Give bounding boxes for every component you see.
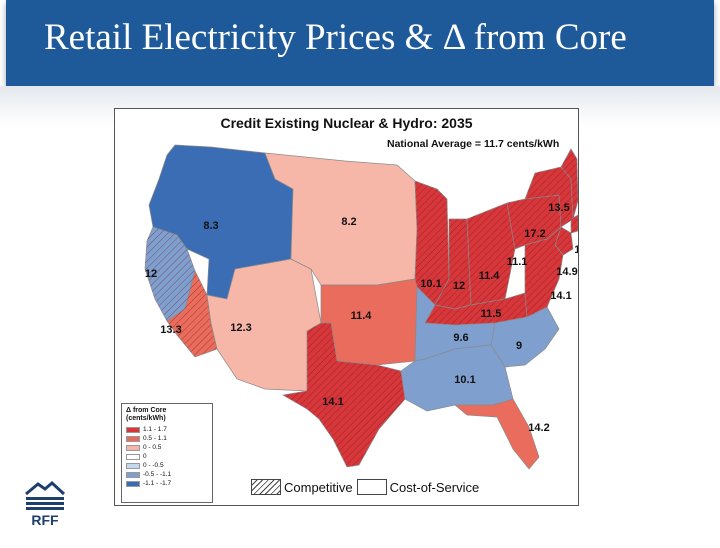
legend-swatch — [126, 462, 140, 469]
legend-swatch — [126, 453, 140, 460]
legend-label: 0 — [143, 453, 147, 460]
region-label-southwest-power-pool: 11.4 — [351, 310, 373, 322]
legend-item: -1.1 - -1.7 — [126, 479, 208, 488]
rff-logo: RFF — [22, 478, 68, 530]
region-hatch-new-england — [561, 149, 578, 219]
competitive-swatch — [251, 479, 281, 495]
title-banner: Retail Electricity Prices & Δ from Core — [6, 0, 714, 86]
national-average-note: National Average = 11.7 cents/kWh — [387, 138, 560, 150]
legend-item: 0 - -0.5 — [126, 461, 208, 470]
us-map: 8.3 12 13.3 12.3 8.2 11.4 14.1 10.1 12 11.4 11.5 9.… — [144, 144, 578, 470]
region-hatch-new-york — [525, 167, 573, 227]
region-label-pennsylvania: 11.1 — [507, 256, 528, 268]
legend-title: Δ from Core — [126, 407, 167, 414]
region-hatch-texas — [283, 323, 405, 467]
map-title: Credit Existing Nuclear & Hydro: 2035 — [220, 115, 473, 131]
legend-label: 0 - 0.5 — [143, 444, 162, 451]
region-label-indiana: 12 — [453, 280, 465, 292]
delta-legend: Δ from Core (cents/kWh) 1.1 - 1.7 0.5 - 1… — [121, 403, 213, 503]
region-hatch-indiana — [435, 219, 471, 309]
region-hatch-illinois — [415, 181, 449, 305]
region-label-new-england: 13.5 — [548, 202, 569, 214]
legend-label: 0.5 - 1.1 — [143, 435, 167, 442]
legend-swatch — [126, 480, 140, 487]
region-label-texas: 14.1 — [322, 396, 343, 408]
region-hatch-southern-california — [167, 271, 217, 357]
region-label-carolinas: 9 — [516, 340, 522, 352]
region-hatch-kentucky-area — [425, 293, 527, 325]
region-florida — [454, 398, 540, 470]
region-hatch-new-jersey — [555, 227, 573, 255]
region-hatch-pennsylvania — [507, 195, 561, 249]
legend-item: 1.1 - 1.7 — [126, 425, 208, 434]
region-label-new-york: 17.2 — [524, 228, 545, 240]
competitive-label: Competitive — [284, 479, 353, 495]
legend-label: 0 - -0.5 — [143, 462, 164, 469]
logo-text: RFF — [31, 512, 59, 528]
region-label-kentucky-area: 11.5 — [481, 308, 502, 320]
legend-swatch — [126, 444, 140, 451]
region-southeast — [400, 344, 514, 412]
legend-swatch — [126, 471, 140, 478]
legend-item: 0 — [126, 452, 208, 461]
region-label-tennessee-valley: 9.6 — [453, 332, 468, 344]
region-label-ohio: 11.4 — [479, 270, 501, 282]
legend-units: (cents/kWh) — [126, 415, 166, 422]
cost-of-service-swatch — [356, 479, 387, 495]
region-label-mid-atlantic: 14.1 — [550, 290, 571, 302]
region-label-northwest: 8.3 — [203, 220, 218, 232]
legend-item: -0.5 - -1.1 — [126, 470, 208, 479]
region-label-northern-california: 12 — [145, 268, 157, 280]
region-label-illinois: 10.1 — [420, 278, 441, 290]
region-hatch-mid-atlantic — [525, 227, 563, 317]
legend-swatch — [126, 435, 140, 442]
legend-label: -0.5 - -1.1 — [143, 471, 172, 478]
region-hatch-connecticut — [571, 215, 578, 233]
region-label-connecticut: 16.1 — [574, 244, 578, 256]
legend-swatch — [126, 426, 140, 433]
legend-label: 1.1 - 1.7 — [143, 426, 167, 433]
map-figure: 8.3 12 13.3 12.3 8.2 11.4 14.1 10.1 12 11.4 11.5 9.… — [114, 108, 579, 506]
region-label-southern-california: 13.3 — [160, 324, 181, 336]
region-label-florida: 14.2 — [528, 422, 549, 434]
legend-label: -1.1 - -1.7 — [143, 480, 172, 487]
market-type-legend: Competitive Cost-of-Service — [251, 479, 479, 495]
region-hatch-ohio — [467, 203, 515, 305]
region-label-southeast: 10.1 — [454, 374, 475, 386]
cost-of-service-label: Cost-of-Service — [389, 479, 480, 495]
mountain-logo-icon — [25, 480, 66, 510]
legend-item: 0 - 0.5 — [126, 443, 208, 452]
page-title: Retail Electricity Prices & Δ from Core — [44, 17, 627, 58]
region-label-northern-plains: 8.2 — [341, 216, 356, 228]
region-hatch-northern-california — [145, 227, 195, 321]
region-label-new-jersey: 14.9 — [556, 266, 577, 278]
region-label-southwest: 12.3 — [230, 322, 251, 334]
legend-item: 0.5 - 1.1 — [126, 434, 208, 443]
